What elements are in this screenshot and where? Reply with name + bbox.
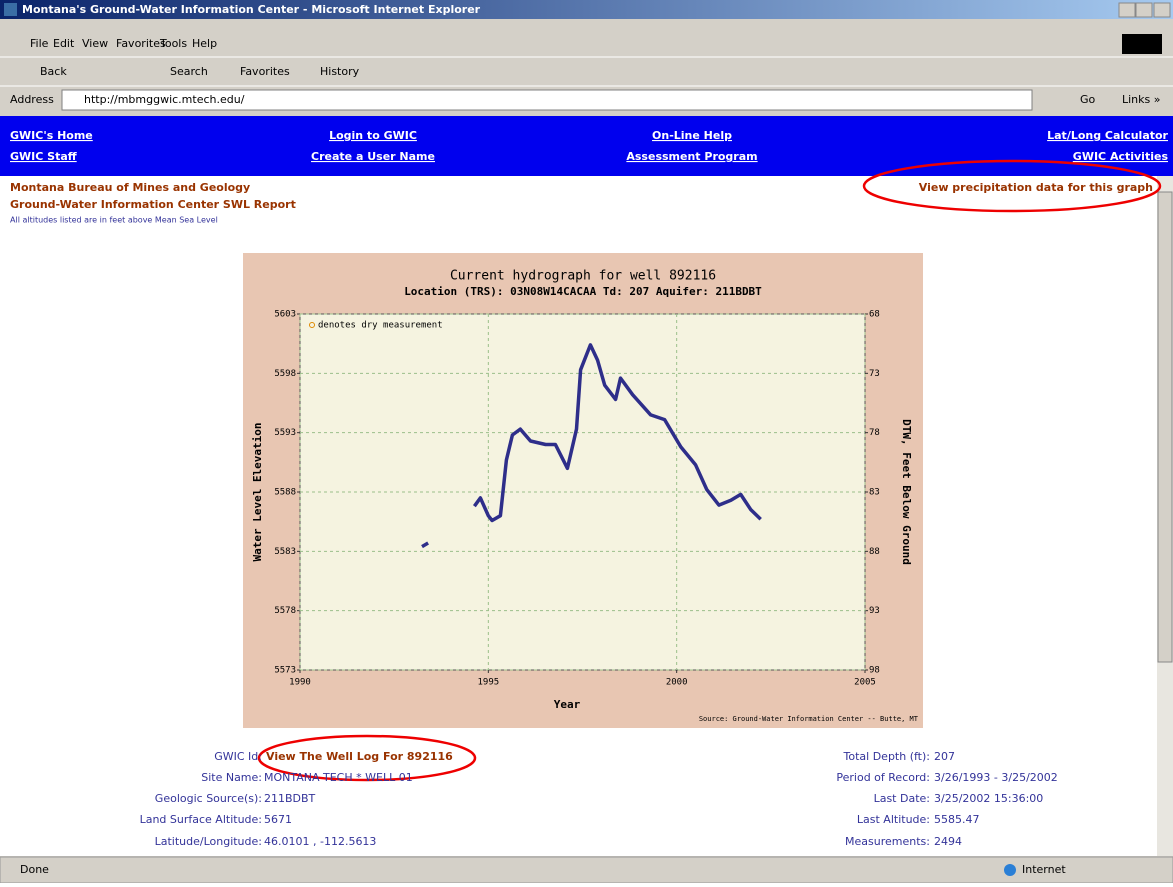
altitude-note: All altitudes listed are in feet above M… (10, 216, 218, 225)
y-tick-label: 5583 (274, 547, 296, 557)
toolbar-button[interactable]: Favorites (240, 65, 290, 78)
go-button[interactable]: Go (1080, 93, 1096, 106)
menu-item[interactable]: File (30, 37, 49, 50)
window-title: Montana's Ground-Water Information Cente… (22, 3, 481, 16)
info-value: 3/25/2002 15:36:00 (934, 792, 1043, 805)
info-value: 3/26/1993 - 3/25/2002 (934, 771, 1058, 784)
chart-source: Source: Ground-Water Information Center … (699, 715, 919, 723)
minimize[interactable] (1119, 3, 1135, 17)
y-tick-label: 5588 (274, 488, 296, 498)
window-buttons (1119, 3, 1170, 17)
org-name: Montana Bureau of Mines and Geology (10, 181, 250, 194)
y-tick-label: 5598 (274, 369, 296, 379)
info-value: 2494 (934, 835, 962, 848)
y2-tick-label: 88 (869, 547, 880, 557)
well-log-link[interactable]: View The Well Log For 892116 (266, 750, 453, 763)
y2-tick-label: 83 (869, 488, 880, 498)
y-tick-label: 5603 (274, 310, 296, 320)
y2-tick-label: 68 (869, 310, 880, 320)
chart-title: Current hydrograph for well 892116 (450, 269, 716, 284)
zone-icon (1004, 864, 1016, 876)
scroll-thumb[interactable] (1158, 192, 1172, 662)
precip-link[interactable]: View precipitation data for this graph (919, 181, 1153, 194)
toolbar-button[interactable]: Search (170, 65, 208, 78)
info-label: Latitude/Longitude: (155, 835, 262, 848)
y2-tick-label: 93 (869, 606, 880, 616)
y-tick-label: 5593 (274, 428, 296, 438)
address-label: Address (10, 93, 54, 106)
status-text: Done (20, 863, 49, 876)
info-label: Site Name: (201, 771, 262, 784)
chart-subtitle: Location (TRS): 03N08W14CACAA Td: 207 Aq… (404, 285, 762, 298)
nav-link[interactable]: Login to GWIC (329, 129, 417, 142)
nav-link[interactable]: Lat/Long Calculator (1047, 129, 1168, 142)
y-axis-label: Water Level Elevation (251, 422, 264, 561)
menu-item[interactable]: View (82, 37, 108, 50)
y2-tick-label: 78 (869, 428, 880, 438)
menu-item[interactable]: Tools (159, 37, 187, 50)
info-label: Land Surface Altitude: (140, 813, 262, 826)
links-button[interactable]: Links » (1122, 93, 1160, 106)
nav-link[interactable]: Assessment Program (626, 150, 757, 163)
info-label: Last Altitude: (857, 813, 930, 826)
ie-logo (1122, 34, 1162, 54)
menu-item[interactable]: Edit (53, 37, 75, 50)
info-label: Total Depth (ft): (843, 750, 930, 763)
status-bar (0, 857, 1173, 883)
x-tick-label: 2005 (854, 678, 876, 688)
nav-bar (0, 116, 1173, 176)
x-tick-label: 1995 (477, 678, 499, 688)
info-label: Period of Record: (836, 771, 930, 784)
info-value: 211BDBT (264, 792, 316, 805)
nav-link[interactable]: On-Line Help (652, 129, 732, 142)
y2-tick-label: 73 (869, 369, 880, 379)
status-zone: Internet (1022, 863, 1066, 876)
app-icon (4, 3, 17, 16)
url: http://mbmggwic.mtech.edu/ (84, 93, 245, 106)
info-value: 207 (934, 750, 955, 763)
y2-axis-label: DTW, Feet Below Ground (900, 419, 913, 565)
y-tick-label: 5573 (274, 666, 296, 676)
nav-link[interactable]: Create a User Name (311, 150, 435, 163)
toolbar-button[interactable]: History (320, 65, 360, 78)
info-label: GWIC Id: (214, 750, 262, 763)
info-label: Last Date: (874, 792, 930, 805)
info-value: 5671 (264, 813, 292, 826)
close[interactable] (1154, 3, 1170, 17)
menu-item[interactable]: Favorites (116, 37, 166, 50)
toolbar-button[interactable]: Back (40, 65, 67, 78)
nav-link[interactable]: GWIC Staff (10, 150, 77, 163)
menu-item[interactable]: Help (192, 37, 217, 50)
nav-link[interactable]: GWIC Activities (1073, 150, 1169, 163)
info-value: MONTANA TECH * WELL 01 (264, 771, 413, 784)
x-tick-label: 1990 (289, 678, 311, 688)
x-axis-label: Year (554, 698, 581, 711)
nav-link[interactable]: GWIC's Home (10, 129, 93, 142)
maximize[interactable] (1136, 3, 1152, 17)
info-label: Measurements: (845, 835, 930, 848)
info-value: 46.0101 , -112.5613 (264, 835, 376, 848)
y-tick-label: 5578 (274, 606, 296, 616)
info-label: Geologic Source(s): (155, 792, 262, 805)
legend-note: denotes dry measurement (318, 321, 443, 331)
y2-tick-label: 98 (869, 666, 880, 676)
browser-window: Montana's Ground-Water Information Cente… (0, 0, 1173, 883)
info-value: 5585.47 (934, 813, 980, 826)
x-tick-label: 2000 (666, 678, 688, 688)
report-name: Ground-Water Information Center SWL Repo… (10, 198, 296, 211)
